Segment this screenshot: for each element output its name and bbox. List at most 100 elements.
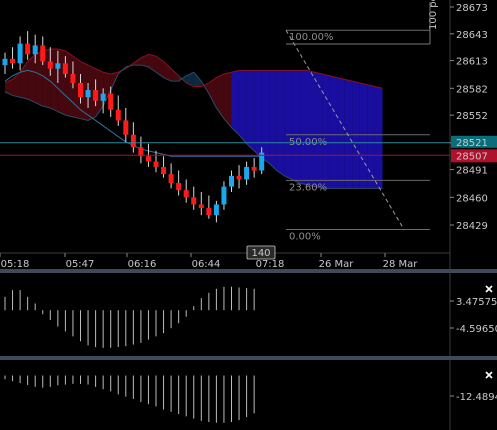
cloud-segment (246, 70, 255, 151)
time-label: 06:44 (192, 259, 221, 270)
oscillator-value-label: -12.48940 (456, 392, 497, 403)
panel-separator-1[interactable] (0, 269, 497, 273)
bear-candle (47, 61, 53, 69)
cloud-segment (367, 84, 375, 189)
bear-candle (62, 63, 68, 75)
price-tick-label: 28613 (456, 57, 488, 68)
cloud-segment (5, 79, 13, 96)
cloud-segment (307, 70, 315, 187)
fib-level-label: 100.00% (289, 32, 334, 43)
cloud-segment (329, 75, 338, 189)
cloud-segment (27, 54, 36, 103)
price-tick-label: 28643 (456, 30, 488, 41)
time-label: 05:47 (66, 259, 95, 270)
cloud-segment (50, 48, 58, 112)
bear-candle (206, 208, 212, 216)
bear-candle (40, 45, 46, 62)
senkou-span-a (4, 48, 383, 89)
bear-candle (93, 90, 99, 101)
cloud-segment (88, 65, 96, 121)
bid-price-tag[interactable] (451, 135, 497, 148)
oscillator-panel-2: -12.48940 (4, 375, 497, 423)
time-label: 07:18 (256, 259, 285, 270)
cloud-segment (156, 56, 164, 78)
cloud-segment (231, 70, 240, 135)
bull-candle (229, 175, 234, 187)
bear-candle (123, 120, 129, 135)
fibonacci-retracement[interactable]: 100.00% 50.00% 23.60% 0.00% (285, 29, 430, 242)
fib-level-label: 0.00% (289, 231, 321, 242)
cloud-segment (95, 68, 104, 117)
fib-trend-line (285, 29, 405, 230)
cloud-segment (359, 82, 368, 189)
cloud-segment (216, 74, 224, 119)
bid-price-label: 28521 (456, 138, 488, 149)
cloud-segment (322, 74, 330, 189)
price-tick-label: 28491 (456, 166, 488, 177)
bear-candle (176, 183, 182, 191)
price-axis[interactable]: 28673 28643 28613 28582 28552 28521 28491 28460… (0, 3, 497, 232)
cloud-segment (314, 72, 323, 189)
oscillator-value-label: 3.47575 (456, 297, 497, 308)
bear-candle (198, 204, 204, 209)
bear-candle (70, 74, 76, 83)
ask-price-tag[interactable] (451, 149, 497, 163)
bull-candle (17, 43, 23, 64)
price-tick-label: 28429 (456, 221, 488, 232)
bear-candle (251, 166, 257, 171)
cloud-segment (72, 56, 81, 119)
senkou-span-b (4, 64, 383, 189)
fib-level-label: 50.00% (289, 137, 327, 148)
bull-candle (244, 166, 250, 180)
bear-candle (130, 134, 136, 148)
bear-candle (25, 43, 31, 55)
cloud-segment (299, 70, 307, 185)
bull-candle (221, 186, 227, 205)
bear-candle (236, 175, 242, 180)
oscillator-value-label: -4.59650 (456, 324, 497, 335)
cloud-segment (65, 50, 73, 117)
fib-level-label: 23.60% (289, 182, 327, 193)
cloud-segment (374, 86, 383, 189)
time-label: 26 Mar (319, 259, 355, 270)
cloud-segment (12, 72, 21, 98)
oscillator-panel-1: 3.47575 -4.59650 (4, 286, 497, 348)
bear-candle (138, 147, 144, 157)
cloud-segment (291, 70, 300, 184)
cloud-segment (193, 72, 202, 87)
bear-candle (183, 190, 189, 198)
price-tick-label: 28582 (456, 84, 488, 95)
price-tick-label: 28460 (456, 193, 488, 204)
time-label: 06:16 (128, 259, 157, 270)
bull-candle (85, 90, 91, 98)
cloud-segment (57, 48, 66, 116)
panel-separator-2[interactable] (0, 356, 497, 360)
cloud-segment (261, 70, 270, 164)
bull-candle (2, 58, 8, 66)
ask-price-label: 28507 (456, 151, 488, 162)
bear-candle (191, 197, 197, 205)
cloud-segment (254, 70, 262, 158)
cloud-segment (208, 77, 217, 108)
close-panel-2-icon[interactable] (485, 371, 493, 379)
bull-candle (32, 45, 38, 55)
bear-candle (145, 156, 151, 162)
cloud-segment (171, 68, 179, 82)
cloud-segment (284, 70, 292, 180)
bear-candle (78, 82, 83, 98)
time-label: 05:18 (1, 259, 30, 270)
cloud-segment (276, 70, 285, 176)
time-label: 28 Mar (383, 259, 419, 270)
price-tick-label: 28673 (456, 3, 488, 14)
bear-candle (153, 161, 159, 167)
cloud-segment (35, 50, 43, 107)
price-tick-label: 28552 (456, 111, 488, 122)
bear-candle (115, 109, 121, 121)
time-axis[interactable]: 05:18 05:47 06:16 06:44 07:18 26 Mar 28 Mar 140 (0, 245, 419, 270)
cloud-segment (337, 77, 345, 189)
cursor-time-tag[interactable] (246, 245, 276, 260)
cloud-segment (269, 70, 277, 171)
cursor-time-label: 140 (251, 248, 270, 259)
close-panel-1-icon[interactable] (485, 285, 493, 293)
